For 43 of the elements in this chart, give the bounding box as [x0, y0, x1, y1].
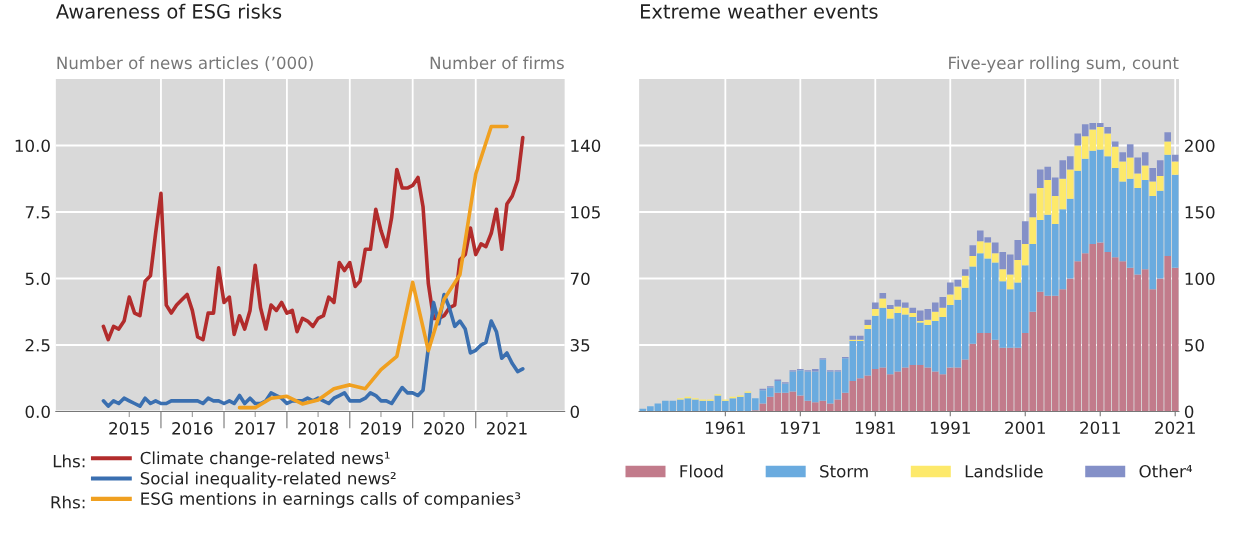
- legend-label: Other⁴: [1139, 464, 1193, 478]
- x-tick-label: 2011: [1080, 421, 1120, 435]
- y2-tick-label: 35: [570, 338, 590, 352]
- y2-tick-label: 0: [570, 405, 580, 419]
- x-tick-label: 2020: [424, 422, 465, 435]
- y-tick-label: 100: [1185, 272, 1215, 286]
- legend-label: Climate change-related news¹: [140, 451, 390, 468]
- y-tick-label: 0.0: [25, 405, 50, 419]
- x-tick-label: 1971: [780, 421, 820, 435]
- y2-tick-label: 70: [570, 272, 590, 286]
- x-tick-label: 2019: [360, 422, 402, 435]
- legend-label: Landslide: [965, 464, 1043, 478]
- x-tick-label: 1991: [930, 421, 970, 435]
- legend-label: ESG mentions in earnings calls of companies³: [141, 491, 521, 509]
- y2-axis-title: Number of firms: [430, 56, 564, 70]
- y2-tick-label: 140: [571, 139, 601, 153]
- x-tick-label: 2021: [486, 422, 527, 435]
- x-tick-label: 2017: [235, 422, 275, 435]
- chart-title: Extreme weather events: [641, 3, 878, 19]
- chart-title: Awareness of ESG risks: [56, 3, 282, 19]
- y-axis-title: Number of news articles (’000): [57, 56, 313, 72]
- text: Lhs:: [53, 454, 85, 468]
- y-axis-title: Five-year rolling sum, count: [949, 56, 1179, 73]
- y-tick-label: 0: [1184, 405, 1194, 419]
- y-tick-label: 150: [1185, 205, 1215, 219]
- y-tick-label: 7.5: [25, 206, 50, 219]
- y-tick-label: 5.0: [25, 272, 50, 286]
- y2-tick-label: 105: [571, 205, 600, 219]
- legend-label: Storm: [820, 464, 868, 478]
- x-tick-label: 2015: [109, 422, 149, 435]
- y-tick-label: 50: [1185, 338, 1204, 352]
- x-tick-label: 2016: [172, 422, 213, 435]
- x-tick-label: 1981: [855, 421, 895, 435]
- legend-label: Flood: [680, 464, 723, 478]
- y-tick-label: 10.0: [15, 139, 50, 153]
- x-tick-label: 2018: [298, 422, 339, 435]
- y-tick-label: 200: [1185, 139, 1215, 153]
- legend-label: Social inequality-related news²: [140, 471, 396, 488]
- x-tick-label: 2001: [1005, 421, 1045, 435]
- x-tick-label: 2021: [1155, 421, 1195, 435]
- x-tick-label: 1961: [705, 421, 746, 435]
- y-tick-label: 2.5: [25, 338, 50, 352]
- text: Rhs:: [51, 495, 85, 509]
